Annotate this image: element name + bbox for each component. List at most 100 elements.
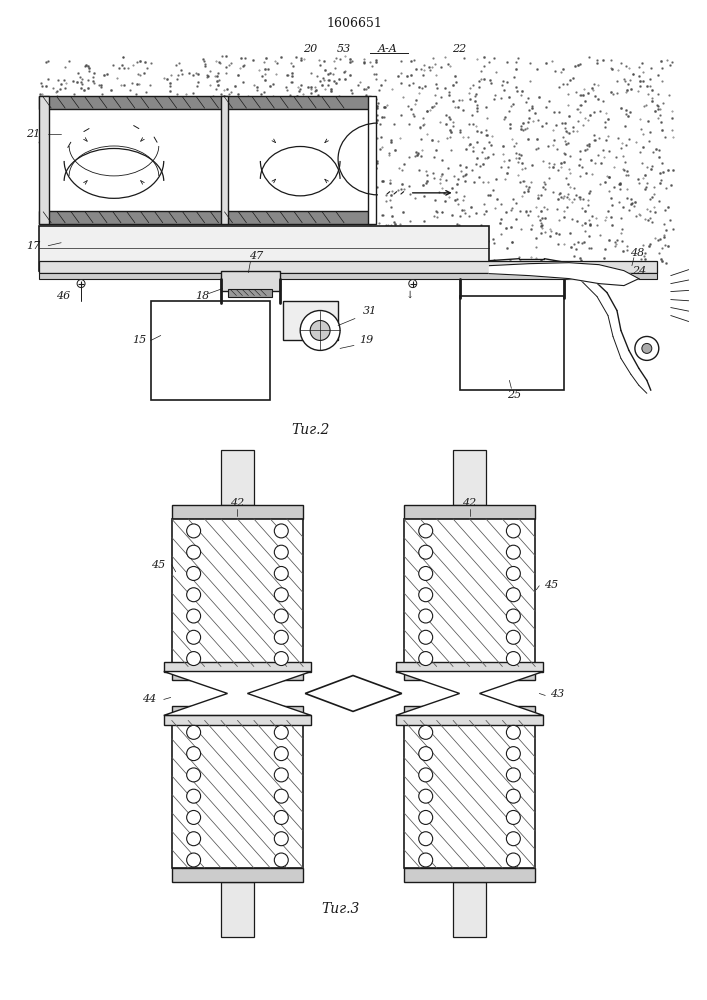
Bar [172, 868, 303, 882]
Bar [368, 96, 376, 224]
Text: ↓: ↓ [406, 291, 414, 300]
Bar [49, 109, 221, 211]
Circle shape [409, 280, 416, 288]
Circle shape [187, 566, 201, 580]
Text: 48: 48 [630, 248, 644, 258]
Circle shape [419, 545, 433, 559]
Circle shape [187, 725, 201, 739]
Circle shape [419, 789, 433, 803]
Circle shape [274, 524, 288, 538]
Circle shape [506, 524, 520, 538]
Circle shape [419, 832, 433, 846]
Polygon shape [489, 263, 639, 286]
Text: 18: 18 [195, 291, 210, 301]
Bar [172, 505, 303, 519]
Bar [172, 706, 303, 720]
Circle shape [187, 652, 201, 666]
Circle shape [274, 768, 288, 782]
Text: 44: 44 [141, 694, 156, 704]
Bar [404, 667, 535, 680]
Bar [172, 720, 303, 868]
Bar [460, 296, 564, 390]
Text: 1606651: 1606651 [326, 17, 382, 30]
Text: 47: 47 [250, 251, 264, 261]
Circle shape [419, 609, 433, 623]
Bar [221, 450, 255, 505]
Circle shape [419, 747, 433, 761]
Circle shape [77, 280, 85, 288]
Circle shape [419, 566, 433, 580]
Circle shape [274, 725, 288, 739]
Bar [228, 109, 368, 211]
Circle shape [187, 810, 201, 824]
Circle shape [187, 789, 201, 803]
Bar [404, 519, 535, 667]
Bar [404, 720, 535, 868]
Circle shape [274, 588, 288, 602]
Circle shape [419, 630, 433, 644]
Circle shape [635, 336, 659, 360]
Bar [452, 450, 486, 505]
Circle shape [506, 810, 520, 824]
Bar [404, 505, 535, 519]
Circle shape [187, 768, 201, 782]
Circle shape [274, 832, 288, 846]
Circle shape [274, 566, 288, 580]
Circle shape [187, 588, 201, 602]
Bar [396, 662, 543, 672]
Circle shape [419, 588, 433, 602]
Bar [40, 261, 657, 273]
Circle shape [274, 789, 288, 803]
Bar [151, 301, 270, 400]
Text: 21: 21 [26, 129, 40, 139]
Circle shape [187, 524, 201, 538]
Circle shape [274, 545, 288, 559]
Text: 25: 25 [507, 390, 522, 400]
Circle shape [506, 853, 520, 867]
Circle shape [187, 630, 201, 644]
Circle shape [506, 545, 520, 559]
Circle shape [187, 747, 201, 761]
Circle shape [419, 853, 433, 867]
Circle shape [506, 630, 520, 644]
Circle shape [274, 652, 288, 666]
Bar [40, 211, 371, 224]
Text: 31: 31 [363, 306, 377, 316]
Bar [452, 882, 486, 937]
Bar [221, 96, 228, 224]
Circle shape [506, 832, 520, 846]
Circle shape [187, 545, 201, 559]
Polygon shape [164, 672, 311, 715]
Text: 42: 42 [462, 498, 477, 508]
Polygon shape [305, 676, 402, 711]
Polygon shape [396, 672, 543, 715]
Circle shape [419, 768, 433, 782]
Circle shape [506, 768, 520, 782]
Circle shape [506, 566, 520, 580]
Bar [164, 662, 311, 672]
Circle shape [506, 609, 520, 623]
Bar [172, 519, 303, 667]
Bar [164, 715, 311, 725]
Circle shape [187, 609, 201, 623]
Text: 43: 43 [550, 689, 564, 699]
Bar [40, 96, 371, 109]
Circle shape [419, 524, 433, 538]
Text: 19: 19 [359, 335, 373, 345]
Bar [228, 289, 272, 297]
Circle shape [274, 747, 288, 761]
Circle shape [187, 832, 201, 846]
Text: 15: 15 [132, 335, 146, 345]
Circle shape [274, 810, 288, 824]
Text: 17: 17 [26, 241, 40, 251]
Circle shape [274, 609, 288, 623]
Bar [40, 273, 657, 279]
Text: Τиг.3: Τиг.3 [321, 902, 359, 916]
Bar [221, 882, 255, 937]
Circle shape [419, 725, 433, 739]
Circle shape [642, 343, 652, 353]
Bar [404, 706, 535, 720]
Bar [40, 226, 489, 271]
Bar [40, 96, 49, 224]
Circle shape [506, 652, 520, 666]
